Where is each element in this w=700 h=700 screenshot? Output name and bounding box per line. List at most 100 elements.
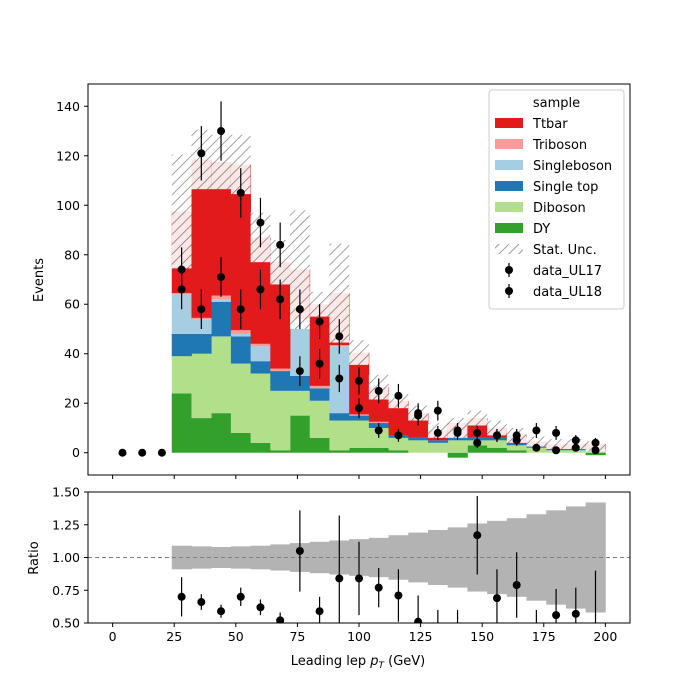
bar-ttbar (211, 161, 232, 296)
bar-dy (270, 450, 291, 453)
data-ul18-point (433, 406, 442, 415)
bar-dy (230, 432, 251, 453)
data-ul17-point (552, 446, 561, 455)
ratio-band-bin (250, 545, 271, 570)
data-ul17-point (217, 273, 226, 282)
data-ul18-point (374, 386, 383, 395)
y-tick-label: 120 (56, 148, 80, 163)
bar-diboson (211, 336, 232, 414)
ratio-points (177, 495, 597, 653)
data-ul18-point (355, 376, 363, 385)
ratio-point (197, 598, 206, 607)
legend-swatch-ttbar (495, 118, 523, 128)
bar-triboson (230, 330, 251, 334)
ratio-point (276, 616, 285, 623)
bar-diboson (427, 442, 449, 453)
data-ul18-point (315, 317, 324, 326)
bar-dy (447, 452, 468, 458)
legend-label-triboson: Triboson (532, 138, 587, 153)
y-tick-label: 0 (72, 445, 80, 460)
bar-ttbar (191, 159, 212, 318)
bar-singleboson (211, 299, 232, 302)
stat-unc-bin (230, 134, 251, 195)
ratio-point (335, 574, 344, 583)
stat-unc-bin (349, 340, 369, 365)
bar-diboson (388, 437, 409, 451)
x-tick-label: 125 (409, 629, 433, 644)
ratio-band-bin (546, 510, 567, 605)
x-tick-label: 50 (228, 629, 244, 644)
bar-single-top (191, 333, 212, 354)
ratio-x-ticks: 0 25 50 75 100 125 150 175 200 (109, 623, 617, 644)
ratio-point (295, 546, 304, 555)
ratio-point (473, 531, 482, 540)
bar-single-top (250, 361, 271, 374)
bar-ttbar (309, 304, 330, 386)
data-ul17-point (157, 448, 166, 457)
legend: sample Ttbar Triboson Singleboson Single top… (488, 89, 625, 310)
main-x-ticks (112, 475, 606, 479)
bar-single-top (309, 388, 330, 401)
legend-label-ttbar: Ttbar (532, 117, 568, 132)
bar-ttbar (388, 400, 409, 436)
ratio-y-tick-label: 1.00 (52, 550, 80, 565)
y-tick-label: 140 (56, 99, 80, 114)
bar-diboson (408, 440, 429, 453)
bar-dy (467, 445, 488, 453)
data-ul18-point (552, 428, 561, 437)
x-axis-label-unit: (GeV) (384, 654, 425, 669)
bar-diboson (250, 373, 271, 443)
ratio-point (414, 617, 423, 623)
legend-label-singleboson: Singleboson (533, 159, 612, 174)
bar-diboson (230, 363, 251, 433)
legend-swatch-dy (495, 223, 523, 233)
ratio-point (355, 574, 363, 583)
data-ul17-point (256, 285, 265, 294)
bar-dy (506, 450, 527, 453)
data-ul18-point (512, 431, 521, 440)
stat-unc-bin (290, 210, 310, 329)
data-ul17-point (138, 448, 147, 457)
stat-unc-bin (329, 243, 350, 343)
x-axis-label: Leading lep pT (GeV) (291, 654, 425, 671)
bar-dy (211, 413, 232, 453)
stat-unc-bin (526, 436, 547, 447)
ratio-point (571, 609, 580, 618)
legend-label-data-ul17: data_UL17 (533, 264, 602, 279)
data-ul17-point (236, 305, 245, 314)
data-ul17-point (433, 428, 442, 437)
data-ul18-point (256, 218, 265, 227)
x-tick-label: 175 (532, 629, 556, 644)
data-ul17-point (473, 438, 482, 447)
bar-dy (349, 447, 370, 453)
ratio-point (434, 632, 442, 640)
bar-diboson (270, 390, 291, 451)
bar-dy (171, 393, 192, 453)
legend-marker-data-ul17 (505, 266, 513, 274)
bar-dy (487, 447, 508, 453)
bar-singleboson (171, 294, 192, 334)
bar-diboson (191, 353, 212, 419)
y-tick-label: 100 (56, 198, 80, 213)
y-tick-label: 60 (64, 297, 80, 312)
data-ul17-point (394, 431, 403, 440)
data-ul18-point (197, 149, 206, 158)
data-ul18-point (414, 409, 423, 418)
bar-diboson (309, 400, 330, 438)
ratio-y-axis-label: Ratio (27, 541, 42, 574)
data-ul18-point (335, 332, 344, 341)
stat-unc-bin (546, 439, 566, 450)
legend-label-diboson: Diboson (533, 201, 586, 216)
ratio-point (236, 592, 245, 601)
ratio-point (256, 603, 265, 612)
legend-title: sample (533, 96, 580, 111)
ratio-point (532, 645, 540, 653)
bar-ttbar (230, 164, 251, 331)
data-ul17-point (374, 426, 383, 435)
bar-dy (368, 447, 389, 453)
data-ul18-point (571, 436, 580, 445)
bar-single-top (171, 333, 192, 357)
bar-triboson (309, 385, 330, 389)
bar-triboson (368, 421, 389, 424)
